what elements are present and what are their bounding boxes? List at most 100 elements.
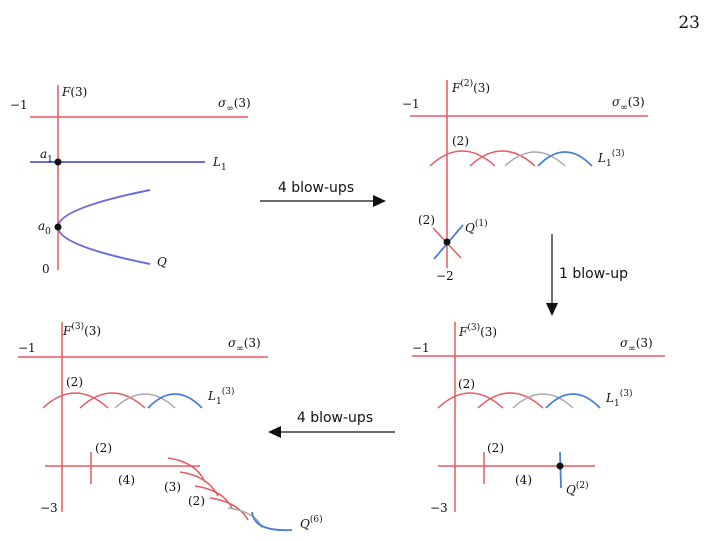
label: −3 (430, 501, 448, 515)
arrow-head (373, 195, 386, 207)
arc (469, 150, 536, 167)
label-sup: (2) (460, 78, 473, 89)
label-main: L (605, 391, 614, 405)
label: (2) (66, 375, 83, 389)
arrow-label: 4 blow-ups (278, 180, 354, 196)
arrow-head (268, 426, 281, 438)
label-main: (2) (418, 213, 435, 227)
label: a1 (40, 147, 53, 165)
label-main: (2) (95, 441, 112, 455)
label: (3) (164, 480, 181, 494)
label-main: Q (465, 221, 475, 235)
label-sub: 1 (47, 155, 53, 165)
label-main: F (61, 85, 71, 99)
panel-3: −1F(3)(3)σ∞(3)(2)L1(3)(2)(4)Q(2)−3 (412, 322, 665, 515)
label-main: −1 (412, 341, 430, 355)
label: (4) (515, 473, 532, 487)
label: (2) (188, 494, 205, 508)
arc (209, 497, 249, 521)
label-sup: (3) (620, 388, 633, 399)
label-sup: (2) (576, 480, 589, 491)
point (443, 238, 451, 246)
label: −1 (412, 341, 430, 355)
label-sub: ∞ (620, 103, 628, 113)
label: Q (157, 255, 167, 269)
arc (147, 393, 203, 409)
label-main: σ (228, 336, 237, 350)
label-sup: (3) (71, 321, 84, 332)
label-main: F (62, 324, 72, 338)
label-main: a (38, 219, 45, 233)
label-sub: 0 (45, 227, 51, 237)
label: (2) (452, 134, 469, 148)
label: Q(1) (465, 218, 488, 235)
label: (2) (95, 441, 112, 455)
label-sub: 1 (221, 163, 227, 173)
label-main: L (212, 155, 221, 169)
q-curve (57, 189, 151, 265)
label: −1 (18, 341, 36, 355)
label-main: −3 (40, 501, 58, 515)
page-number: 23 (678, 13, 700, 33)
label-tail: (3) (70, 85, 87, 99)
point (556, 462, 564, 470)
label-sup: (3) (612, 148, 625, 159)
label: 0 (42, 262, 50, 276)
arc (545, 393, 601, 409)
label-main: −1 (402, 97, 420, 111)
label: L1(3) (207, 386, 234, 407)
arc (194, 485, 233, 509)
label-sub: ∞ (236, 344, 244, 354)
point (54, 223, 62, 231)
label-main: Q (566, 483, 576, 497)
q-curve (251, 511, 293, 532)
label-main: L (207, 389, 216, 403)
label: a0 (38, 219, 51, 237)
arc (227, 507, 263, 529)
arc (179, 471, 219, 497)
label: (2) (418, 213, 435, 227)
label-main: F (451, 81, 461, 95)
label-main: (4) (515, 473, 532, 487)
label-sup: (3) (222, 386, 235, 397)
label-main: (3) (164, 480, 181, 494)
label-tail: (3) (244, 336, 261, 350)
label: (2) (458, 377, 475, 391)
label: σ∞(3) (218, 96, 251, 114)
label-main: −1 (10, 98, 28, 112)
label: (4) (118, 473, 135, 487)
label-sub: 1 (614, 399, 620, 409)
label-main: L (597, 151, 606, 165)
label-tail: (3) (480, 325, 497, 339)
label-main: −1 (18, 341, 36, 355)
label-tail: (3) (473, 81, 490, 95)
label-tail: (3) (628, 95, 645, 109)
label-main: (2) (188, 494, 205, 508)
arc (477, 392, 544, 409)
label: F(3) (61, 85, 87, 99)
label-main: Q (300, 517, 310, 531)
arc (167, 457, 206, 483)
arrow-label: 1 blow-up (559, 266, 628, 282)
q-curve (559, 451, 562, 489)
arrows: 4 blow-ups 1 blow-up 4 blow-ups (260, 180, 628, 438)
arc (512, 393, 574, 409)
label-main: σ (612, 95, 621, 109)
panel-2: −1F(2)(3)σ∞(3)(2)L1(3)(2)Q(1)−2 (402, 78, 648, 283)
label: L1(3) (605, 388, 632, 409)
label: (2) (487, 441, 504, 455)
label-main: σ (620, 336, 629, 350)
label-sub: 1 (216, 397, 222, 407)
label-main: (2) (66, 375, 83, 389)
label-main: 0 (42, 262, 50, 276)
label: −1 (10, 98, 28, 112)
label: σ∞(3) (228, 336, 261, 354)
label-main: (2) (487, 441, 504, 455)
label-sup: (3) (467, 322, 480, 333)
point (54, 158, 62, 166)
label: L1 (212, 155, 227, 173)
label-main: Q (157, 255, 167, 269)
label: σ∞(3) (620, 336, 653, 354)
